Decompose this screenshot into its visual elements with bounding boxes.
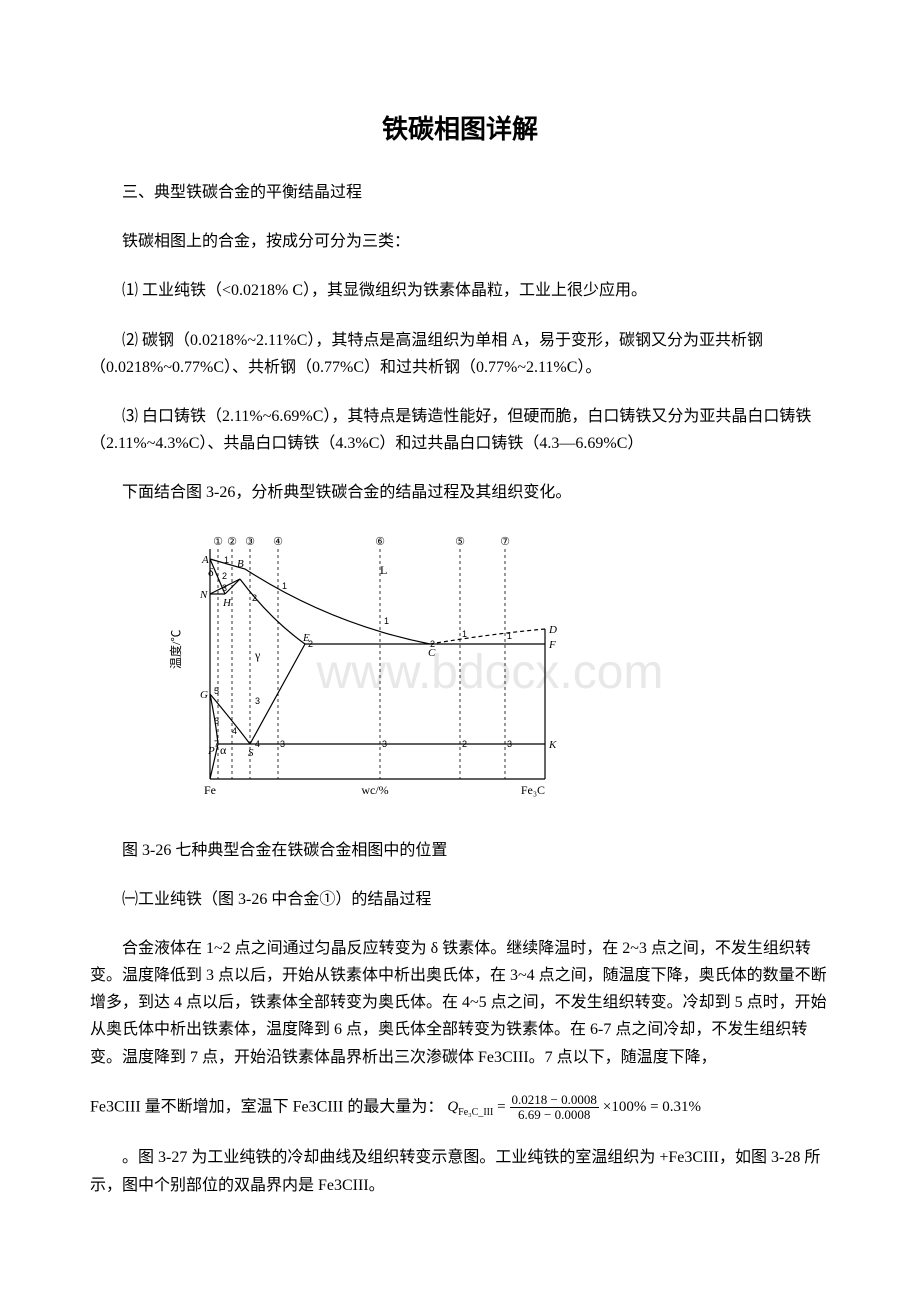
svg-text:4: 4 — [255, 739, 260, 749]
item-3: ⑶ 白口铸铁（2.11%~6.69%C），其特点是铸造性能好，但硬而脆，白口铸铁… — [90, 403, 830, 457]
svg-text:3: 3 — [280, 739, 285, 749]
body-2-prefix: Fe3CIII 量不断增加，室温下 Fe3CIII 的最大量为： — [90, 1098, 443, 1115]
svg-text:α: α — [220, 743, 227, 757]
svg-text:5: 5 — [214, 686, 219, 696]
formula-fraction: 0.0218 − 0.0008 6.69 − 0.0008 — [510, 1093, 599, 1123]
body-para-1: 合金液体在 1~2 点之间通过匀晶反应转变为 δ 铁素体。继续降温时，在 2~3… — [90, 935, 830, 1071]
svg-text:③: ③ — [245, 536, 255, 548]
item-3-prefix: ⑶ — [122, 408, 138, 425]
svg-text:⑥: ⑥ — [375, 536, 385, 548]
svg-text:⑤: ⑤ — [455, 536, 465, 548]
svg-text:N: N — [199, 589, 208, 601]
svg-text:3: 3 — [222, 583, 227, 593]
intro-para: 铁碳相图上的合金，按成分可分为三类： — [90, 228, 830, 255]
section-heading: 三、典型铁碳合金的平衡结晶过程 — [90, 179, 830, 206]
svg-text:3: 3 — [507, 739, 512, 749]
item-3-text: 白口铸铁（2.11%~6.69%C），其特点是铸造性能好，但硬而脆，白口铸铁又分… — [90, 408, 811, 452]
svg-text:G: G — [200, 689, 208, 701]
item-2-prefix: ⑵ — [122, 332, 138, 349]
svg-text:3: 3 — [382, 739, 387, 749]
svg-text:①: ① — [213, 536, 223, 548]
svg-text:1: 1 — [282, 581, 287, 591]
svg-text:wc/%: wc/% — [361, 783, 388, 797]
formula-lhs: Q — [447, 1099, 458, 1115]
svg-text:B: B — [237, 558, 244, 570]
item-2-text: 碳钢（0.0218%~2.11%C），其特点是高温组织为单相 A，易于变形，碳钢… — [90, 332, 763, 376]
svg-text:2: 2 — [308, 639, 313, 649]
formula-denominator: 6.69 − 0.0008 — [516, 1108, 592, 1122]
body-para-2: Fe3CIII 量不断增加，室温下 Fe3CIII 的最大量为： QFe₃C_I… — [90, 1093, 830, 1123]
svg-text:F: F — [548, 639, 556, 651]
svg-text:7: 7 — [214, 739, 219, 749]
svg-text:6: 6 — [214, 716, 219, 726]
formula-suffix: ×100% = 0.31% — [603, 1095, 701, 1121]
page-title: 铁碳相图详解 — [90, 110, 830, 149]
svg-text:2: 2 — [462, 739, 467, 749]
item-1-text: 工业纯铁（<0.0218% C），其显微组织为铁素体晶粒，工业上很少应用。 — [142, 282, 647, 299]
item-1-prefix: ⑴ — [122, 282, 138, 299]
svg-text:3: 3 — [255, 696, 260, 706]
phase-diagram-figure: www.bdocx.com ①②③④⑤⑥⑦ABNHDFECGPSKLγδα123… — [150, 529, 830, 817]
svg-text:②: ② — [227, 536, 237, 548]
subsection-heading: ㈠工业纯铁（图 3-26 中合金①）的结晶过程 — [90, 886, 830, 913]
body-para-3: 。图 3-27 为工业纯铁的冷却曲线及组织转变示意图。工业纯铁的室温组织为 +F… — [90, 1144, 830, 1198]
svg-text:温度/℃: 温度/℃ — [168, 629, 183, 668]
formula-numerator: 0.0218 − 0.0008 — [510, 1093, 599, 1108]
svg-text:δ: δ — [208, 565, 214, 579]
svg-text:S: S — [248, 747, 254, 759]
svg-text:H: H — [222, 597, 232, 609]
svg-text:1: 1 — [384, 616, 389, 626]
item-2: ⑵ 碳钢（0.0218%~2.11%C），其特点是高温组织为单相 A，易于变形，… — [90, 327, 830, 381]
svg-text:1: 1 — [224, 555, 229, 565]
svg-text:L: L — [380, 563, 387, 577]
svg-text:2: 2 — [252, 593, 257, 603]
svg-text:K: K — [548, 739, 557, 751]
formula-sub: Fe₃C_III — [458, 1107, 493, 1118]
svg-text:4: 4 — [232, 726, 237, 736]
svg-text:γ: γ — [254, 648, 261, 662]
svg-text:⑦: ⑦ — [500, 536, 510, 548]
transition-para: 下面结合图 3-26，分析典型铁碳合金的结晶过程及其组织变化。 — [90, 479, 830, 506]
svg-text:Fe: Fe — [204, 783, 216, 797]
svg-text:D: D — [548, 624, 557, 636]
svg-text:④: ④ — [273, 536, 283, 548]
phase-diagram-svg-wrap: ①②③④⑤⑥⑦ABNHDFECGPSKLγδα12321121215364743… — [150, 529, 830, 817]
svg-text:1: 1 — [462, 629, 467, 639]
svg-text:Fe₃C: Fe₃C — [521, 783, 545, 797]
phase-diagram-svg: ①②③④⑤⑥⑦ABNHDFECGPSKLγδα12321121215364743… — [150, 529, 580, 809]
svg-text:2: 2 — [430, 639, 435, 649]
svg-text:2: 2 — [222, 571, 227, 581]
item-1: ⑴ 工业纯铁（<0.0218% C），其显微组织为铁素体晶粒，工业上很少应用。 — [90, 277, 830, 304]
figure-caption: 图 3-26 七种典型合金在铁碳合金相图中的位置 — [90, 837, 830, 864]
formula-inline: QFe₃C_III = 0.0218 − 0.0008 6.69 − 0.000… — [447, 1093, 701, 1123]
svg-text:1: 1 — [507, 631, 512, 641]
